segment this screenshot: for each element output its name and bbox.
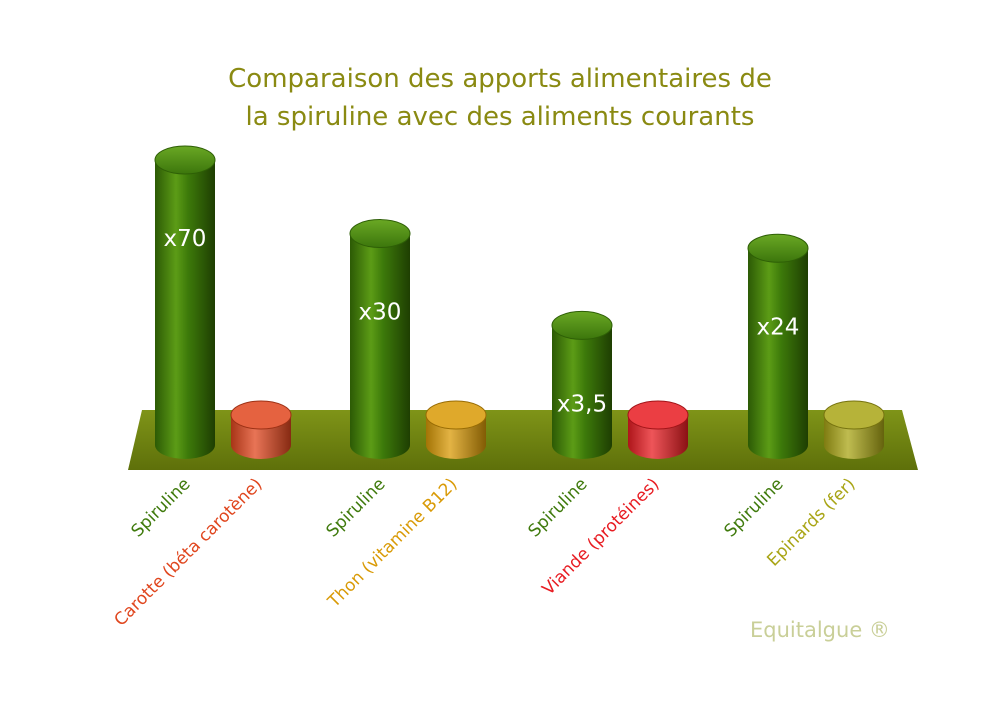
food-category-label: Thon (vitamine B12) xyxy=(324,474,462,612)
spiruline-bar xyxy=(349,219,411,459)
chart-title-line-2: la spiruline avec des aliments courants xyxy=(245,102,755,132)
spiruline-category-label: Spiruline xyxy=(525,474,592,541)
chart-title-line-1: Comparaison des apports alimentaires de xyxy=(228,64,772,94)
spiruline-value-label: x3,5 xyxy=(557,391,607,417)
spiruline-category-label: Spiruline xyxy=(128,474,195,541)
watermark: Equitalgue ® xyxy=(750,618,890,642)
food-bar xyxy=(627,400,689,459)
spiruline-value-label: x30 xyxy=(359,300,402,326)
spiruline-value-label: x24 xyxy=(757,314,800,340)
chart-title: Comparaison des apports alimentaires de … xyxy=(0,60,1000,136)
food-bar xyxy=(230,400,292,459)
spiruline-bar xyxy=(154,145,216,459)
spiruline-category-label: Spiruline xyxy=(323,474,390,541)
spiruline-bar xyxy=(747,233,809,459)
food-bar xyxy=(425,400,487,459)
food-bar xyxy=(823,400,885,459)
spiruline-value-label: x70 xyxy=(164,226,207,252)
food-category-label: Carotte (béta carotène) xyxy=(111,474,267,630)
spiruline-bar xyxy=(551,310,613,459)
platform xyxy=(128,410,918,470)
spiruline-category-label: Spiruline xyxy=(721,474,788,541)
